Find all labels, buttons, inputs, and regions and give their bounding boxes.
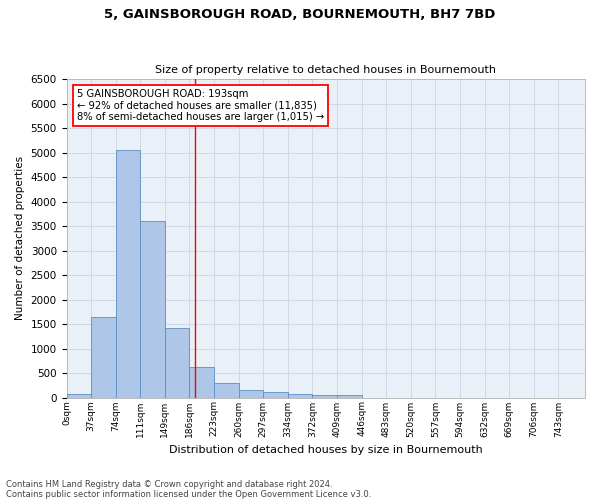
Bar <box>288 394 313 398</box>
X-axis label: Distribution of detached houses by size in Bournemouth: Distribution of detached houses by size … <box>169 445 482 455</box>
Y-axis label: Number of detached properties: Number of detached properties <box>15 156 25 320</box>
Bar <box>116 150 140 398</box>
Bar <box>91 316 116 398</box>
Bar <box>190 367 214 398</box>
Bar <box>140 221 165 398</box>
Text: 5, GAINSBOROUGH ROAD, BOURNEMOUTH, BH7 7BD: 5, GAINSBOROUGH ROAD, BOURNEMOUTH, BH7 7… <box>104 8 496 20</box>
Bar <box>263 392 288 398</box>
Title: Size of property relative to detached houses in Bournemouth: Size of property relative to detached ho… <box>155 66 496 76</box>
Bar <box>337 395 362 398</box>
Bar <box>239 390 263 398</box>
Bar <box>67 394 91 398</box>
Text: 5 GAINSBOROUGH ROAD: 193sqm
← 92% of detached houses are smaller (11,835)
8% of : 5 GAINSBOROUGH ROAD: 193sqm ← 92% of det… <box>77 88 324 122</box>
Bar <box>313 395 337 398</box>
Text: Contains HM Land Registry data © Crown copyright and database right 2024.: Contains HM Land Registry data © Crown c… <box>6 480 332 489</box>
Bar <box>165 328 190 398</box>
Text: Contains public sector information licensed under the Open Government Licence v3: Contains public sector information licen… <box>6 490 371 499</box>
Bar <box>214 384 239 398</box>
